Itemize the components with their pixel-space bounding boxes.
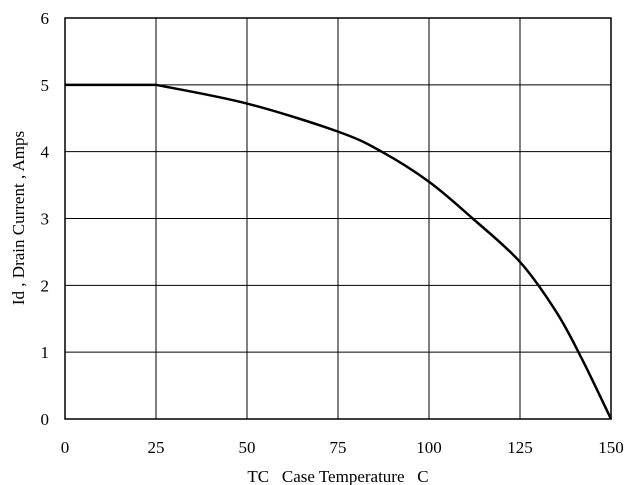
y-tick-label: 5 — [41, 76, 50, 95]
plot-frame — [64, 17, 612, 420]
y-tick-label: 2 — [41, 276, 50, 295]
x-tick-label: 50 — [239, 438, 256, 457]
y-tick-label: 4 — [41, 143, 50, 162]
x-tick-labels: 0 25 50 75 100 125 150 — [61, 438, 624, 457]
x-tick-label: 100 — [416, 438, 442, 457]
y-tick-labels: 0 1 2 3 4 5 6 — [41, 9, 50, 429]
y-tick-label: 1 — [41, 343, 50, 362]
y-axis-title: Id , Drain Current , Amps — [9, 131, 28, 305]
x-tick-label: 25 — [148, 438, 165, 457]
x-tick-label: 75 — [330, 438, 347, 457]
x-axis-title: TC Case Temperature C — [247, 467, 428, 485]
y-tick-label: 3 — [41, 210, 50, 229]
x-tick-label: 125 — [507, 438, 533, 457]
x-tick-label: 0 — [61, 438, 70, 457]
y-tick-label: 0 — [41, 410, 50, 429]
grid — [65, 18, 611, 419]
drain-current-curve — [65, 83, 613, 420]
x-tick-label: 150 — [598, 438, 624, 457]
y-tick-label: 6 — [41, 9, 50, 28]
